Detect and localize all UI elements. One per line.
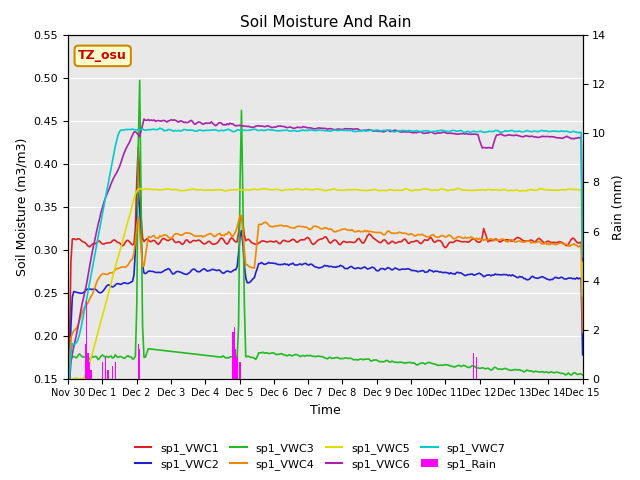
sp1_VWC1 [291,237,298,243]
sp1_VWC6 [127,135,135,141]
sp1_VWC3 [236,180,244,186]
sp1_VWC3 [552,370,559,375]
sp1_VWC7 [236,127,244,133]
sp1_VWC3 [219,353,227,359]
sp1_VWC5 [552,187,559,193]
sp1_VWC4 [127,257,135,263]
Legend: sp1_VWC1, sp1_VWC2, sp1_VWC3, sp1_VWC4, sp1_VWC5, sp1_VWC6, sp1_VWC7, sp1_Rain: sp1_VWC1, sp1_VWC2, sp1_VWC3, sp1_VWC4, … [130,438,510,474]
sp1_VWC5 [289,187,297,193]
X-axis label: Time: Time [310,404,340,417]
sp1_VWC3 [291,352,298,358]
sp1_VWC7 [579,254,586,260]
sp1_VWC4 [64,414,72,420]
Bar [236,357,238,379]
Bar [102,361,103,379]
Bar [108,370,109,379]
Bar [235,348,236,379]
sp1_VWC5 [64,445,72,451]
sp1_VWC4 [552,242,559,248]
Y-axis label: Soil Moisture (m3/m3): Soil Moisture (m3/m3) [15,138,28,276]
Bar [138,344,139,379]
Title: Soil Moisture And Rain: Soil Moisture And Rain [239,15,411,30]
sp1_VWC2 [552,275,559,280]
Bar [90,370,92,379]
sp1_VWC3 [579,372,586,378]
Bar [112,366,113,379]
sp1_VWC5 [235,187,243,192]
Text: TZ_osu: TZ_osu [78,49,127,62]
sp1_VWC3 [136,78,143,84]
sp1_VWC5 [454,185,461,191]
sp1_VWC7 [219,128,227,133]
Line: sp1_VWC2: sp1_VWC2 [68,193,582,453]
sp1_VWC1 [219,236,227,241]
sp1_VWC5 [243,187,251,193]
sp1_VWC1 [134,144,142,150]
Bar [104,357,106,379]
sp1_VWC3 [244,353,252,359]
sp1_VWC4 [244,263,252,269]
Bar [86,301,87,379]
sp1_VWC2 [244,280,252,286]
Bar [139,348,140,379]
sp1_VWC1 [244,237,252,242]
Bar [476,357,477,379]
sp1_VWC6 [64,430,72,435]
Bar [89,361,90,379]
sp1_VWC2 [127,279,135,285]
sp1_VWC1 [127,241,135,247]
Bar [115,361,116,379]
sp1_VWC6 [579,258,586,264]
sp1_VWC3 [64,430,72,436]
Line: sp1_VWC5: sp1_VWC5 [68,188,582,448]
sp1_VWC5 [579,293,586,299]
sp1_VWC4 [579,329,586,335]
sp1_VWC7 [156,125,164,131]
sp1_VWC5 [218,187,225,192]
Bar [234,327,235,379]
Line: sp1_VWC1: sp1_VWC1 [68,147,582,463]
Bar [88,353,89,379]
sp1_VWC5 [127,207,135,213]
sp1_VWC1 [552,240,559,246]
sp1_VWC2 [579,352,586,358]
Bar [473,353,474,379]
sp1_VWC2 [291,262,298,268]
sp1_VWC6 [552,135,559,141]
sp1_VWC6 [140,116,148,122]
sp1_VWC1 [64,460,72,466]
sp1_VWC7 [244,128,252,133]
Line: sp1_VWC6: sp1_VWC6 [68,119,582,432]
sp1_VWC1 [236,215,244,221]
sp1_VWC2 [236,233,244,239]
sp1_VWC4 [235,218,243,224]
Bar [239,361,241,379]
sp1_VWC1 [579,262,586,267]
Bar [232,332,234,379]
sp1_VWC6 [219,122,227,128]
sp1_VWC2 [134,190,142,196]
Line: sp1_VWC3: sp1_VWC3 [68,81,582,433]
sp1_VWC6 [236,122,244,128]
sp1_VWC4 [291,225,298,231]
sp1_VWC3 [127,354,135,360]
Line: sp1_VWC4: sp1_VWC4 [68,216,582,417]
sp1_VWC2 [64,450,72,456]
sp1_VWC4 [218,233,225,239]
sp1_VWC7 [552,128,559,134]
sp1_VWC7 [64,428,72,434]
sp1_VWC7 [291,128,298,133]
sp1_VWC6 [244,123,252,129]
sp1_VWC4 [236,213,244,218]
Bar [84,344,86,379]
Line: sp1_VWC7: sp1_VWC7 [68,128,582,431]
sp1_VWC7 [127,127,135,132]
sp1_VWC2 [219,270,227,276]
sp1_VWC6 [291,125,298,131]
Y-axis label: Rain (mm): Rain (mm) [612,174,625,240]
